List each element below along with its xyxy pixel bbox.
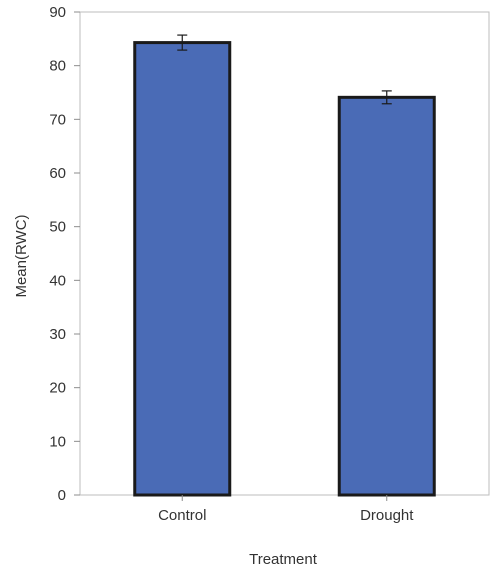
y-tick-label: 50 (49, 219, 66, 236)
y-tick-label: 80 (49, 58, 66, 75)
x-tick-label: Drought (360, 507, 414, 524)
x-axis: Control Drought (158, 495, 414, 524)
x-axis-title: Treatment (249, 551, 318, 567)
plot-frame (79, 11, 490, 496)
x-tick-label: Control (158, 507, 206, 524)
y-tick-label: 40 (49, 272, 66, 289)
y-tick-label: 10 (49, 433, 66, 450)
y-tick-label: 20 (49, 380, 66, 397)
y-tick-label: 70 (49, 111, 66, 128)
y-axis: 0 10 20 30 40 50 60 70 80 90 (49, 4, 80, 504)
y-tick-label: 60 (49, 165, 66, 182)
y-tick-label: 90 (49, 4, 66, 21)
bar-drought (337, 95, 436, 497)
plot-border (79, 11, 490, 496)
y-axis-title: Mean(RWC) (13, 214, 30, 297)
bar-control (133, 41, 232, 497)
y-tick-label: 0 (58, 487, 66, 504)
bars (133, 34, 436, 497)
y-tick-label: 30 (49, 326, 66, 343)
